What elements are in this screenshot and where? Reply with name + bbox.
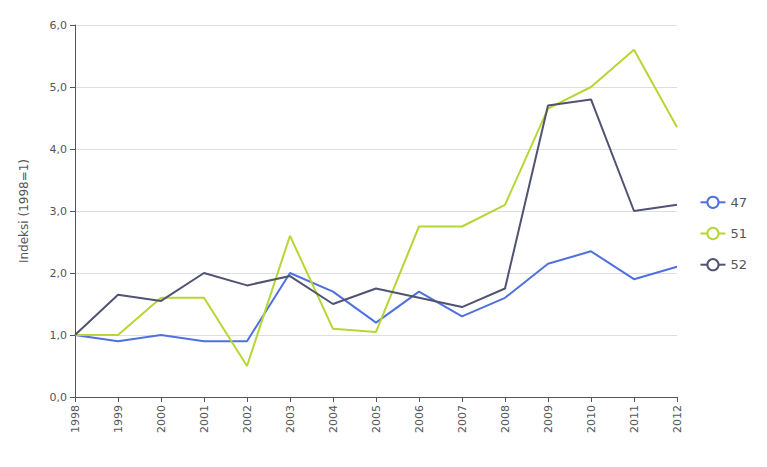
svg-text:2007: 2007 [456,405,469,433]
svg-text:3,0: 3,0 [50,205,68,218]
svg-text:1,0: 1,0 [50,329,68,342]
svg-text:1999: 1999 [112,405,125,433]
svg-text:2,0: 2,0 [50,267,68,280]
svg-text:1998: 1998 [69,405,82,433]
svg-text:2012: 2012 [671,405,684,433]
svg-text:5,0: 5,0 [50,81,68,94]
svg-text:51: 51 [730,226,747,241]
svg-text:Indeksi (1998=1): Indeksi (1998=1) [17,159,31,263]
svg-text:2005: 2005 [370,405,383,433]
svg-text:6,0: 6,0 [50,19,68,32]
svg-text:2011: 2011 [628,405,641,433]
svg-text:4,0: 4,0 [50,143,68,156]
svg-text:2009: 2009 [542,405,555,433]
svg-text:2008: 2008 [499,405,512,433]
svg-text:2001: 2001 [198,405,211,433]
svg-text:47: 47 [730,195,747,210]
svg-text:2003: 2003 [284,405,297,433]
svg-text:0,0: 0,0 [50,391,68,404]
svg-text:2004: 2004 [327,405,340,433]
svg-text:2006: 2006 [413,405,426,433]
svg-text:2002: 2002 [241,405,254,433]
svg-text:2000: 2000 [155,405,168,433]
svg-text:52: 52 [730,257,747,272]
svg-text:2010: 2010 [585,405,598,433]
